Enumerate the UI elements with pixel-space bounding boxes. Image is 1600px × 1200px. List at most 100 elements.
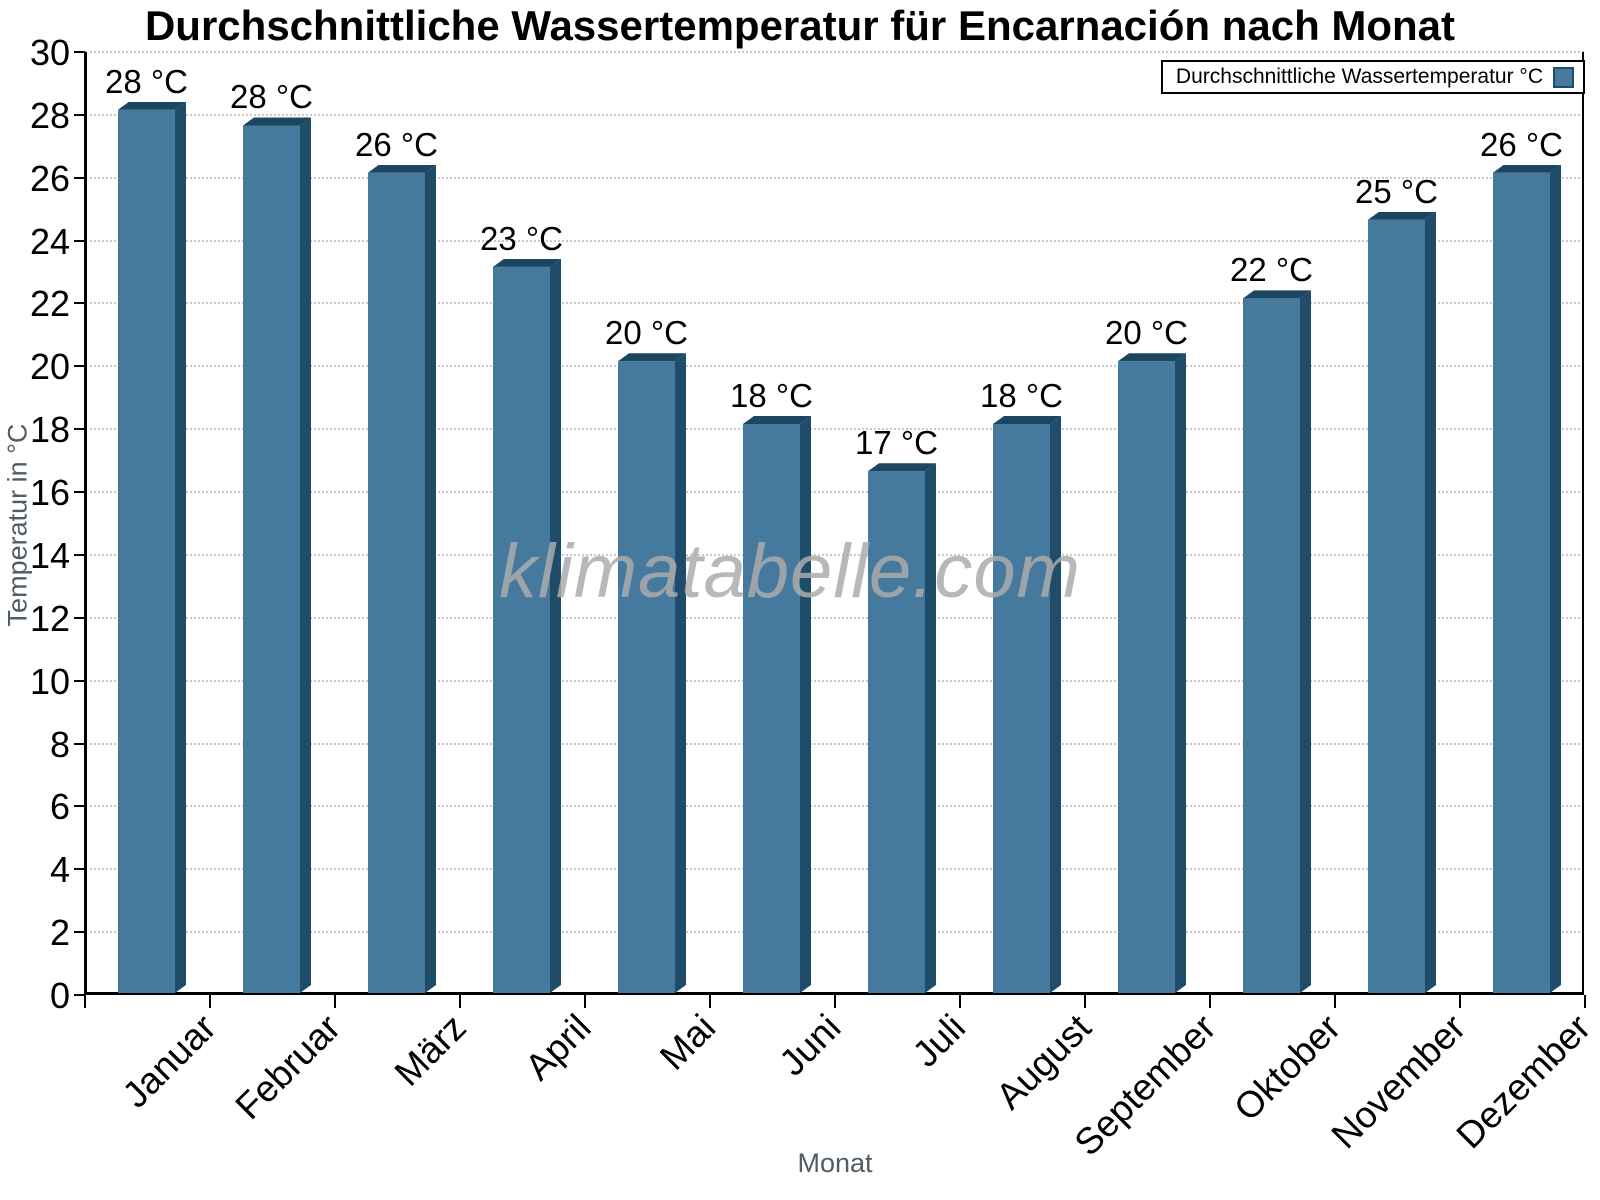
y-axis-tick-28 [74,113,85,116]
bar-front-face [243,125,300,993]
x-category-label-märz: März [386,1006,474,1094]
gridline-20 [85,365,1584,368]
y-tick-label-24: 24 [29,220,70,262]
y-axis-tick-10 [74,679,85,682]
bar-februar[interactable] [243,117,311,993]
gridline-8 [85,742,1584,745]
gridline-10 [85,679,1584,682]
gridline-16 [85,491,1584,494]
y-tick-label-12: 12 [29,597,70,639]
x-category-label-februar: Februar [227,1006,349,1128]
bar-juni[interactable] [743,416,811,993]
y-axis-tick-24 [74,239,85,242]
bar-top-face [243,117,311,126]
gridline-26 [85,176,1584,179]
y-tick-label-18: 18 [29,409,70,451]
y-tick-label-20: 20 [29,346,70,388]
bar-front-face [868,471,925,993]
gridline-4 [85,868,1584,871]
legend[interactable]: Durchschnittliche Wassertemperatur °C [1160,60,1585,94]
bar-top-face [1243,290,1311,299]
bar-top-face [1368,211,1436,220]
y-axis-title: Temperatur in °C [2,423,33,627]
y-tick-label-8: 8 [49,723,70,765]
y-axis-tick-4 [74,868,85,871]
y-tick-label-28: 28 [29,94,70,136]
gridline-18 [85,428,1584,431]
x-axis-tick-3 [459,995,461,1008]
x-axis-tick-4 [584,995,586,1008]
y-axis-tick-2 [74,931,85,934]
legend-label: Durchschnittliche Wassertemperatur °C [1175,65,1543,88]
bar-front-face [1243,298,1300,993]
y-axis-tick-0 [74,994,85,996]
bar-oktober[interactable] [1243,290,1311,993]
x-category-label-januar: Januar [114,1006,224,1116]
legend-swatch-icon [1553,66,1574,88]
gridline-30 [85,51,1584,53]
y-tick-label-10: 10 [29,660,70,702]
x-category-label-april: April [517,1006,599,1088]
x-axis-tick-10 [1334,995,1336,1008]
bar-value-label-mai: 20 °C [605,314,688,352]
y-tick-label-6: 6 [49,786,70,828]
bar-value-label-dezember: 26 °C [1480,125,1563,163]
bar-value-label-januar: 28 °C [105,62,188,100]
bar-november[interactable] [1368,211,1436,993]
y-axis-tick-16 [74,491,85,494]
bar-april[interactable] [493,258,561,993]
bar-top-face [118,101,186,110]
x-axis-tick-6 [834,995,836,1008]
y-tick-label-16: 16 [29,472,70,514]
y-axis-tick-20 [74,365,85,368]
x-axis-tick-5 [709,995,711,1008]
bar-value-label-februar: 28 °C [230,78,313,116]
bar-front-face [1368,219,1425,993]
bar-mai[interactable] [618,353,686,993]
bar-value-label-august: 18 °C [980,377,1063,415]
x-category-label-oktober: Oktober [1226,1006,1349,1129]
x-axis-tick-12 [1584,995,1586,1008]
x-category-label-mai: Mai [652,1006,724,1078]
bar-juli[interactable] [868,463,936,993]
x-axis-tick-1 [209,995,211,1008]
gridline-22 [85,302,1584,305]
y-tick-label-4: 4 [49,849,70,891]
y-axis-tick-8 [74,742,85,745]
x-axis-tick-2 [334,995,336,1008]
x-category-label-dezember: Dezember [1448,1006,1599,1157]
y-tick-label-30: 30 [29,32,70,73]
bar-value-label-juni: 18 °C [730,377,813,415]
x-axis-tick-7 [959,995,961,1008]
bar-top-face [493,258,561,267]
bar-front-face [493,266,550,993]
y-axis-tick-22 [74,302,85,305]
y-axis-tick-6 [74,805,85,808]
x-axis-tick-0 [84,995,86,1008]
bar-value-label-november: 25 °C [1355,172,1438,210]
x-axis-tick-11 [1459,995,1461,1008]
bar-top-face [993,416,1061,425]
bar-august[interactable] [993,416,1061,993]
x-category-label-juli: Juli [905,1006,974,1075]
gridline-2 [85,931,1584,934]
plot-area-frame [84,52,1584,995]
x-category-label-juni: Juni [771,1006,849,1084]
bar-front-face [1493,172,1550,993]
bar-dezember[interactable] [1493,164,1561,993]
x-category-label-november: November [1323,1006,1474,1157]
bar-value-label-april: 23 °C [480,219,563,257]
gridline-28 [85,113,1584,116]
bar-september[interactable] [1118,353,1186,993]
bar-front-face [743,424,800,993]
bar-front-face [368,172,425,993]
bar-top-face [1493,164,1561,173]
x-axis-title: Monat [797,1148,873,1178]
y-tick-label-2: 2 [49,912,70,954]
y-axis-tick-14 [74,553,85,556]
bar-januar[interactable] [118,101,186,993]
bar-front-face [1118,361,1175,993]
x-axis-tick-8 [1084,995,1086,1008]
bar-märz[interactable] [368,164,436,993]
